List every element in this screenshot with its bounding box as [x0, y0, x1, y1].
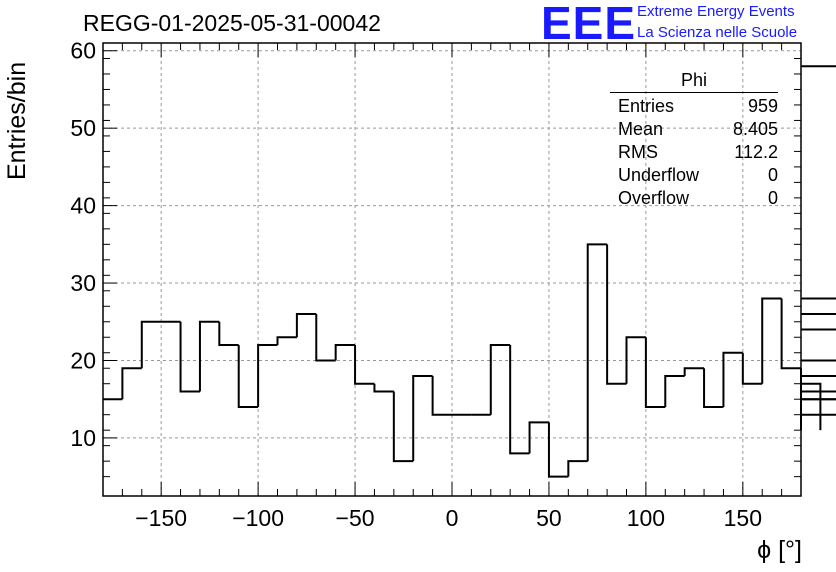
histogram-bin: [489, 344, 511, 415]
x-tick-label: 0: [446, 505, 459, 531]
histogram-bin: [801, 398, 836, 401]
org-name-line2: La Scienza nelle Scuole: [637, 24, 798, 41]
histogram-bin: [801, 374, 836, 377]
histogram-bin: [528, 421, 549, 454]
y-tick-label: 10: [70, 425, 96, 451]
histogram-bin: [218, 321, 239, 346]
y-tick-label: 30: [70, 270, 96, 296]
histogram-bin: [801, 313, 836, 316]
histogram-bin: [334, 344, 356, 361]
stats-row-rms: RMS 112.2: [610, 141, 778, 164]
histogram-bin: [315, 314, 336, 362]
x-tick-label: 50: [536, 505, 562, 531]
histogram-bin: [392, 391, 414, 463]
y-tick-label: 20: [70, 347, 96, 373]
stats-title: Phi: [610, 70, 778, 93]
histogram-bin: [412, 374, 433, 462]
stats-value: 112.2: [734, 142, 778, 162]
histogram-bin: [664, 374, 685, 407]
histogram-bin: [276, 336, 297, 345]
histogram-bin: [567, 460, 588, 477]
stats-value: 0: [767, 165, 778, 185]
stats-row-entries: Entries 959: [610, 95, 778, 118]
y-tick-label: 50: [70, 115, 96, 141]
histogram-bin: [801, 413, 836, 416]
stats-row-underflow: Underflow 0: [610, 164, 778, 187]
histogram-bin: [586, 243, 608, 462]
eee-logo: EEE: [541, 0, 637, 49]
x-tick-label: −100: [232, 505, 284, 531]
stats-value: 8.405: [732, 119, 778, 139]
histogram-bin: [354, 345, 375, 385]
stats-box: Phi Entries 959 Mean 8.405 RMS 112.2 Und…: [610, 70, 778, 210]
stats-label: Entries: [618, 96, 675, 116]
histogram-bin: [801, 390, 836, 393]
chart-title: REGG-01-2025-05-31-00042: [83, 10, 381, 36]
histogram-bin: [257, 344, 278, 407]
stats-row-overflow: Overflow 0: [610, 187, 778, 210]
x-tick-label: 100: [627, 505, 665, 531]
histogram-bin: [140, 320, 162, 369]
stats-row-mean: Mean 8.405: [610, 118, 778, 141]
stats-label: Mean: [618, 119, 664, 139]
histogram-bin: [373, 383, 394, 393]
histogram-bin: [780, 298, 801, 370]
histogram-bin: [703, 368, 724, 408]
histogram-bin: [801, 398, 836, 401]
stats-value: 959: [747, 96, 778, 116]
histogram-bin: [237, 345, 259, 408]
histogram-bin: [722, 351, 743, 407]
histogram-bin: [801, 297, 836, 300]
histogram-bin: [431, 375, 452, 416]
x-tick-label: −150: [135, 505, 187, 531]
histogram-bin: [606, 244, 627, 385]
histogram-bin: [761, 297, 782, 384]
y-tick-label: 40: [70, 193, 96, 219]
stats-label: RMS: [618, 142, 658, 162]
histogram-bin: [683, 367, 705, 376]
x-axis-label: ϕ [°]: [757, 536, 802, 564]
histogram-bin: [801, 359, 836, 362]
stats-value: 0: [767, 188, 778, 208]
histogram-bin: [295, 313, 317, 338]
histogram-bin: [644, 337, 666, 408]
y-tick-label: 60: [70, 38, 96, 64]
stats-label: Underflow: [618, 165, 700, 185]
x-tick-label: 150: [724, 505, 762, 531]
histogram-bin: [121, 367, 142, 400]
stats-label: Overflow: [618, 188, 690, 208]
histogram-bin: [198, 320, 220, 392]
histogram-bin: [509, 345, 530, 455]
histogram-bin: [741, 352, 763, 385]
histogram-bin: [625, 336, 646, 384]
x-tick-label: −50: [336, 505, 375, 531]
y-axis-label: Entries/bin: [3, 61, 31, 180]
org-name-line1: Extreme Energy Events: [637, 3, 795, 20]
histogram-bin: [801, 65, 836, 68]
histogram-bin: [179, 321, 200, 393]
histogram-bin: [547, 422, 569, 478]
